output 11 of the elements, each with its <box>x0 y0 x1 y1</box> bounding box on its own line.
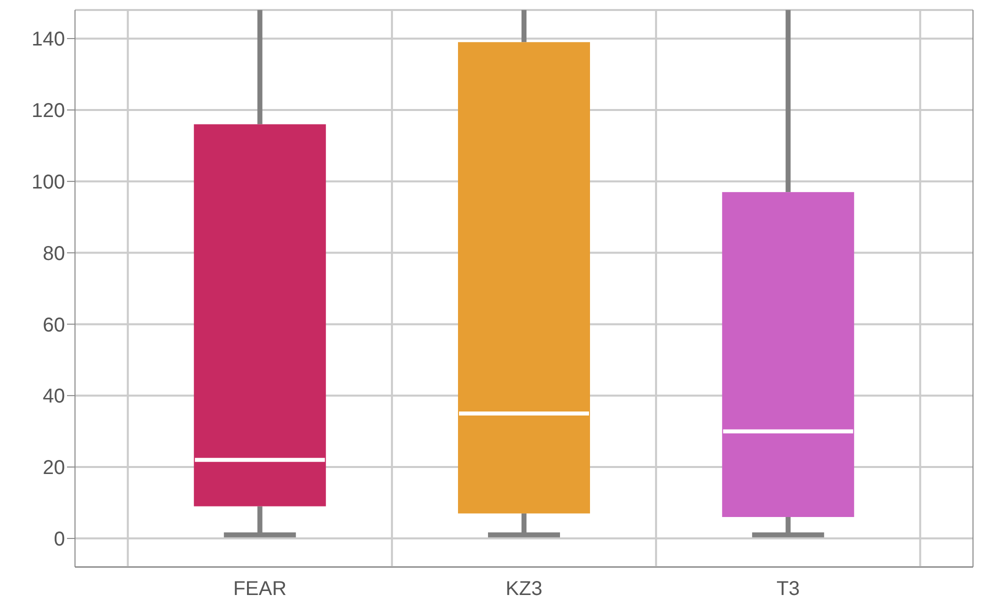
x-tick-label: KZ3 <box>506 578 542 600</box>
x-tick-label: T3 <box>776 578 800 600</box>
y-tick-label: 0 <box>54 528 65 551</box>
y-tick-label: 100 <box>32 171 65 194</box>
y-tick-label: 140 <box>32 28 65 51</box>
y-tick-label: 80 <box>42 242 65 265</box>
y-tick-label: 60 <box>42 314 65 336</box>
y-tick-label: 40 <box>42 386 65 408</box>
y-tick-label: 20 <box>42 457 65 480</box>
x-tick-label: FEAR <box>233 578 287 600</box>
y-tick-label: 120 <box>32 100 65 122</box>
